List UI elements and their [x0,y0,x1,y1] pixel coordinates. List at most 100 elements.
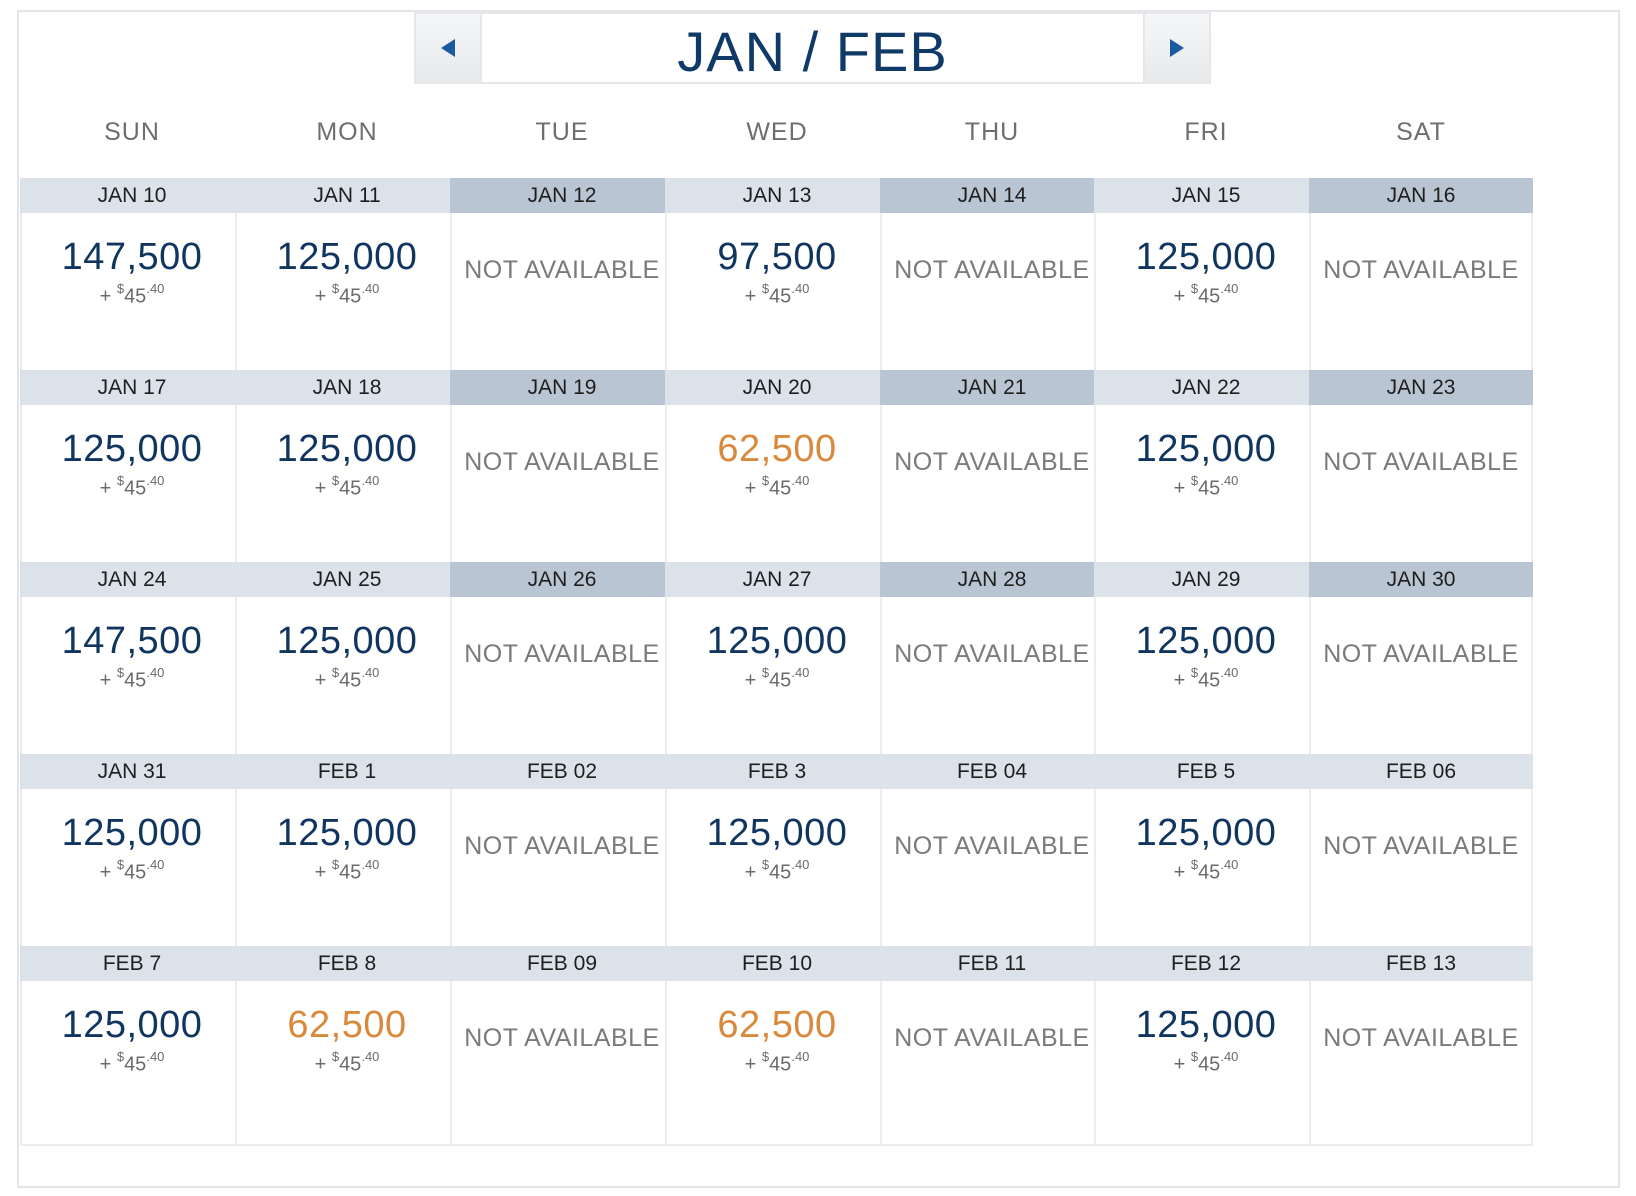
calendar-day[interactable]: FEB 8 62,500 + $45.40 [235,946,459,1146]
fee-cents: 40 [364,1049,380,1064]
fee-cents: 40 [149,1049,165,1064]
fee-decimal-point: . [1220,665,1224,680]
calendar-day[interactable]: FEB 3 125,000 + $45.40 [665,754,889,954]
day-date-label: JAN 23 [1309,370,1533,405]
miles-price: 125,000 [61,428,203,470]
calendar-day-unavailable: JAN 23 NOT AVAILABLE [1309,370,1533,570]
not-available-label: NOT AVAILABLE [894,256,1090,284]
calendar-day[interactable]: JAN 29 125,000 + $45.40 [1094,562,1318,762]
calendar-day[interactable]: JAN 15 125,000 + $45.40 [1094,178,1318,378]
calendar-day[interactable]: FEB 10 62,500 + $45.40 [665,946,889,1146]
day-date-label: FEB 1 [235,754,459,789]
day-date-label: FEB 10 [665,946,889,981]
miles-price: 125,000 [276,236,418,278]
day-date-label: JAN 30 [1309,562,1533,597]
fee-dollars: 45 [769,861,792,884]
day-date-label: FEB 04 [880,754,1104,789]
calendar-day[interactable]: JAN 10 147,500 + $45.40 [20,178,244,378]
fee-prefix: + [744,669,762,692]
calendar-day[interactable]: JAN 31 125,000 + $45.40 [20,754,244,954]
fee-currency: $ [761,665,770,680]
fee-dollars: 45 [1198,477,1221,500]
fee-currency: $ [331,665,340,680]
fee-prefix: + [99,285,117,308]
fee-prefix: + [1173,477,1191,500]
taxes-fee: + $45.40 [22,1049,242,1077]
fee-decimal-point: . [1220,1049,1224,1064]
fee-prefix: + [744,477,762,500]
fee-dollars: 45 [124,477,147,500]
miles-price: 147,500 [61,236,203,278]
calendar-day-unavailable: JAN 12 NOT AVAILABLE [450,178,674,378]
left-triangle-icon [441,39,455,57]
miles-price: 125,000 [1135,812,1277,854]
fee-currency: $ [761,1049,770,1064]
month-title: JAN / FEB [677,20,948,83]
fee-dollars: 45 [339,861,362,884]
calendar-day[interactable]: JAN 17 125,000 + $45.40 [20,370,244,570]
calendar-day[interactable]: FEB 5 125,000 + $45.40 [1094,754,1318,954]
fee-decimal-point: . [361,281,365,296]
taxes-fee: + $45.40 [1096,665,1316,693]
day-date-label: FEB 09 [450,946,674,981]
prev-month-button[interactable] [416,14,482,82]
day-date-label: JAN 15 [1094,178,1318,213]
fee-decimal-point: . [791,665,795,680]
day-date-label: FEB 5 [1094,754,1318,789]
fee-dollars: 45 [339,669,362,692]
calendar-day[interactable]: FEB 1 125,000 + $45.40 [235,754,459,954]
fee-dollars: 45 [1198,669,1221,692]
calendar-day[interactable]: JAN 25 125,000 + $45.40 [235,562,459,762]
calendar-day[interactable]: JAN 13 97,500 + $45.40 [665,178,889,378]
calendar-day[interactable]: JAN 18 125,000 + $45.40 [235,370,459,570]
fee-decimal-point: . [146,281,150,296]
miles-price: 125,000 [1135,620,1277,662]
fee-decimal-point: . [146,665,150,680]
fee-decimal-point: . [361,473,365,488]
weekday-label: WED [746,118,808,146]
calendar-day[interactable]: JAN 22 125,000 + $45.40 [1094,370,1318,570]
not-available-label: NOT AVAILABLE [464,640,660,668]
fee-cents: 40 [149,281,165,296]
next-month-button[interactable] [1143,14,1209,82]
weekday-label: MON [316,118,378,146]
fee-decimal-point: . [146,1049,150,1064]
calendar-day-unavailable: JAN 19 NOT AVAILABLE [450,370,674,570]
miles-price: 125,000 [61,1004,203,1046]
day-date-label: JAN 31 [20,754,244,789]
miles-price: 125,000 [1135,236,1277,278]
day-date-label: FEB 02 [450,754,674,789]
day-date-label: JAN 25 [235,562,459,597]
miles-price: 125,000 [706,620,848,662]
not-available-label: NOT AVAILABLE [894,1024,1090,1052]
calendar-day-unavailable: FEB 09 NOT AVAILABLE [450,946,674,1146]
fee-cents: 40 [1223,281,1239,296]
calendar-day[interactable]: JAN 11 125,000 + $45.40 [235,178,459,378]
weekday-label: TUE [535,118,589,146]
fee-currency: $ [116,665,125,680]
day-date-label: JAN 16 [1309,178,1533,213]
fee-dollars: 45 [124,669,147,692]
calendar-day[interactable]: JAN 24 147,500 + $45.40 [20,562,244,762]
fee-decimal-point: . [1220,473,1224,488]
miles-price: 147,500 [61,620,203,662]
fee-dollars: 45 [339,1053,362,1076]
miles-price: 125,000 [1135,1004,1277,1046]
day-date-label: FEB 12 [1094,946,1318,981]
fee-dollars: 45 [124,1053,147,1076]
calendar-day[interactable]: JAN 27 125,000 + $45.40 [665,562,889,762]
fee-prefix: + [314,477,332,500]
calendar-day-unavailable: FEB 11 NOT AVAILABLE [880,946,1104,1146]
calendar-day[interactable]: FEB 7 125,000 + $45.40 [20,946,244,1146]
day-date-label: JAN 29 [1094,562,1318,597]
fee-decimal-point: . [791,857,795,872]
calendar-day[interactable]: JAN 20 62,500 + $45.40 [665,370,889,570]
taxes-fee: + $45.40 [1096,857,1316,885]
calendar-day[interactable]: FEB 12 125,000 + $45.40 [1094,946,1318,1146]
calendar-day-unavailable: JAN 30 NOT AVAILABLE [1309,562,1533,762]
fee-cents: 40 [794,857,810,872]
fee-cents: 40 [149,473,165,488]
fee-prefix: + [99,861,117,884]
fee-decimal-point: . [1220,857,1224,872]
fee-prefix: + [1173,861,1191,884]
